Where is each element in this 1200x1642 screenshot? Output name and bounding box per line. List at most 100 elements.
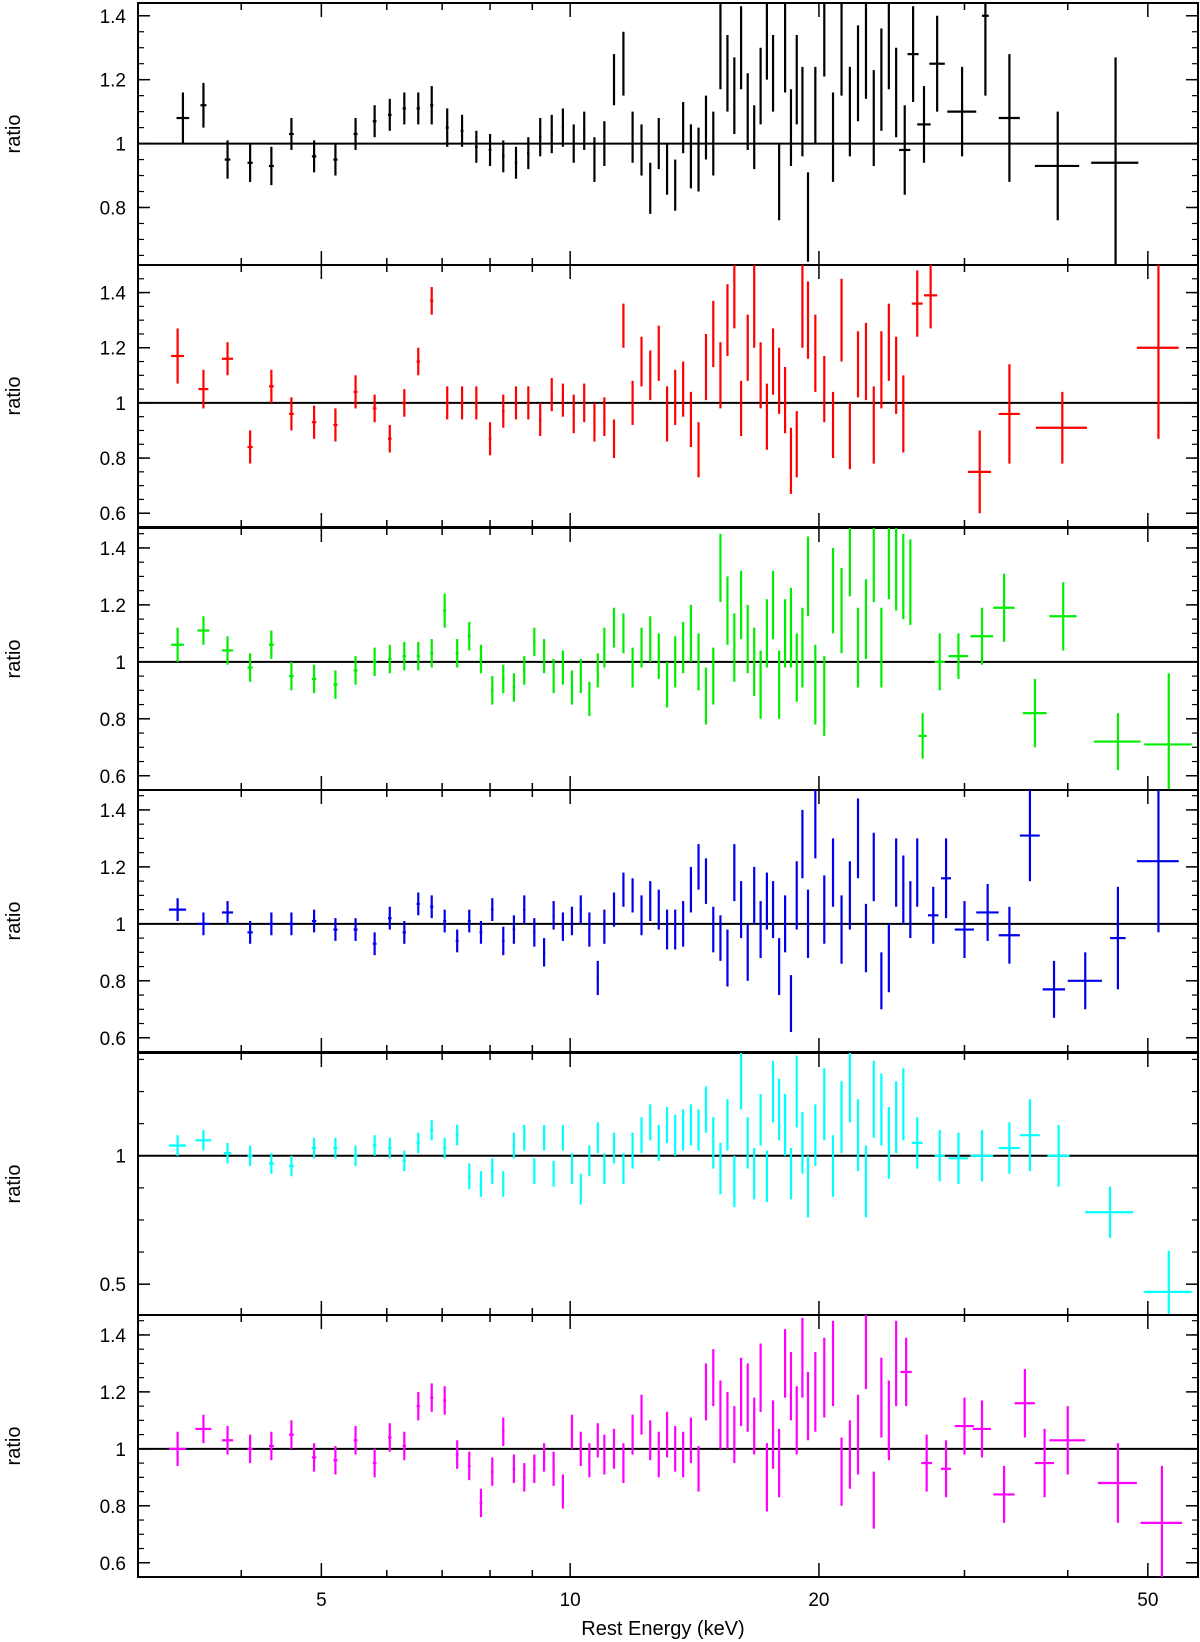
data-point: [501, 140, 505, 173]
data-point: [372, 1448, 377, 1478]
panel-2: 0.6 0.8 1 1.2 1.4 ratio: [3, 264, 1199, 528]
data-point: [733, 1155, 736, 1208]
data-point: [726, 34, 729, 112]
data-point: [603, 121, 606, 166]
y-tick-label: 0.6: [100, 767, 126, 788]
data-point: [778, 650, 781, 719]
data-point: [550, 114, 553, 154]
data-point: [704, 95, 708, 160]
data-point: [311, 909, 317, 933]
data-point: [561, 912, 564, 941]
data-point: [864, 3, 868, 99]
data-point: [311, 1443, 317, 1472]
y-tick-label: 1.4: [100, 801, 127, 822]
data-point: [579, 1173, 582, 1205]
data-point: [970, 1130, 994, 1182]
data-point: [501, 1417, 505, 1446]
data-point: [631, 878, 634, 913]
data-point: [778, 938, 781, 996]
data-point: [795, 1055, 798, 1128]
data-point: [353, 118, 358, 150]
data-point: [588, 912, 591, 947]
data-point: [806, 889, 810, 959]
data-point: [806, 536, 810, 617]
series-3: [171, 528, 1192, 790]
data-point: [1049, 582, 1077, 651]
data-point: [856, 1394, 860, 1475]
data-point: [746, 1363, 749, 1432]
data-point: [689, 391, 693, 448]
data-point: [733, 57, 736, 134]
data-point: [712, 1349, 715, 1407]
data-point: [900, 1337, 912, 1407]
data-point: [333, 1137, 338, 1159]
data-point: [726, 1099, 729, 1151]
data-point: [539, 118, 542, 157]
data-point: [682, 102, 685, 154]
data-point: [416, 1391, 420, 1421]
data-point: [552, 659, 555, 694]
data-point: [1042, 960, 1066, 1018]
data-point: [640, 1117, 643, 1154]
data-point: [311, 140, 317, 173]
data-point: [490, 1158, 494, 1184]
data-point: [719, 342, 722, 409]
data-point: [561, 1474, 564, 1509]
data-point: [221, 1426, 234, 1455]
data-point: [831, 92, 835, 182]
data-point: [622, 613, 625, 654]
data-point: [887, 528, 890, 600]
x-tick-label: 50: [1137, 1590, 1158, 1611]
data-point: [895, 528, 898, 611]
data-point: [512, 1132, 516, 1159]
data-point: [712, 647, 715, 705]
data-point: [872, 1471, 875, 1529]
data-point: [746, 923, 749, 981]
data-point: [514, 386, 518, 420]
data-point: [783, 599, 787, 668]
data-point: [479, 644, 483, 674]
data-point: [1091, 57, 1139, 265]
data-point: [998, 1122, 1020, 1174]
data-point: [864, 322, 868, 401]
data-point: [848, 1420, 851, 1489]
data-point: [902, 533, 905, 620]
data-point: [1093, 713, 1141, 771]
data-point: [416, 1132, 420, 1154]
data-point: [533, 1454, 536, 1484]
series-6: [168, 1315, 1183, 1577]
data-point: [674, 1426, 677, 1472]
data-point: [455, 929, 459, 953]
panel-frame: [137, 2, 1199, 266]
data-point: [674, 1114, 677, 1156]
data-point: [954, 901, 974, 959]
data-point: [372, 932, 377, 956]
data-point: [765, 383, 768, 450]
data-point: [972, 1400, 991, 1458]
data-point: [1035, 391, 1087, 464]
data-point: [902, 375, 905, 453]
data-point: [527, 137, 530, 170]
data-point: [689, 124, 693, 189]
data-point: [771, 570, 775, 640]
data-point: [1047, 1124, 1070, 1187]
data-point: [887, 1106, 890, 1179]
data-point: [759, 650, 762, 719]
data-point: [916, 838, 919, 907]
data-point: [649, 616, 652, 662]
data-point: [223, 1142, 232, 1164]
data-point: [823, 656, 826, 736]
data-point: [783, 1094, 787, 1156]
series-4: [168, 790, 1179, 1033]
data-point: [689, 604, 693, 662]
y-tick-label: 0.6: [100, 1029, 126, 1050]
data-point: [1136, 265, 1179, 439]
data-point: [697, 127, 700, 192]
data-point: [719, 1380, 722, 1449]
data-point: [840, 278, 843, 362]
data-point: [612, 1132, 616, 1164]
data-point: [443, 1386, 447, 1415]
data-point: [765, 872, 768, 930]
data-point: [631, 1132, 634, 1169]
y-axis-title: ratio: [3, 115, 25, 154]
